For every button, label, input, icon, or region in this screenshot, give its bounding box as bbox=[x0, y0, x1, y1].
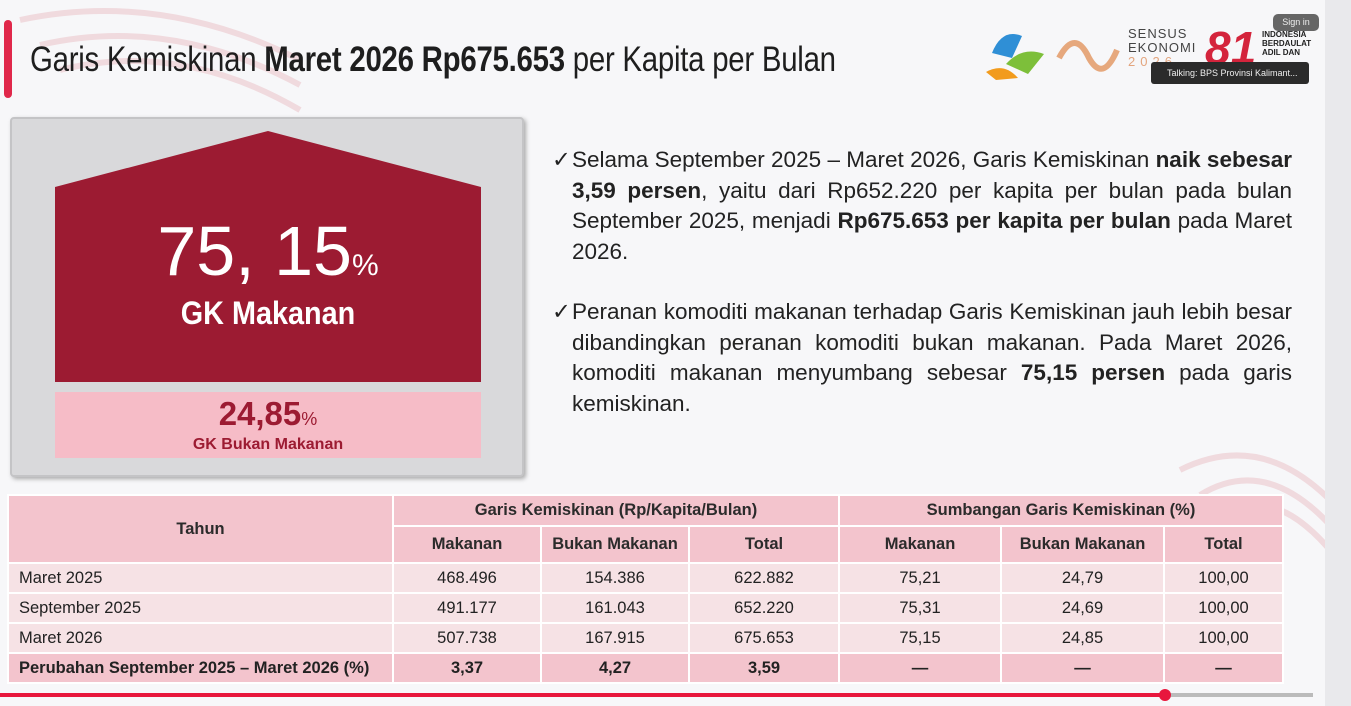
text-segment: 75,15 persen bbox=[1020, 360, 1166, 385]
table-cell: 24,79 bbox=[1000, 562, 1165, 594]
anniversary-logo: INDONESIA BERDAULAT ADIL DAN bbox=[1262, 30, 1311, 57]
bullet-text: Peranan komoditi makanan terhadap Garis … bbox=[572, 297, 1292, 419]
title-segment: Garis Kemiskinan bbox=[30, 40, 265, 79]
sensus-logo: SENSUS EKONOMI 2026 bbox=[1128, 27, 1196, 69]
table-cell: 154.386 bbox=[540, 562, 690, 594]
title-segment: per Kapita per Bulan bbox=[564, 40, 836, 79]
sign-in-button[interactable]: Sign in bbox=[1273, 14, 1319, 31]
header-cell: Sumbangan Garis Kemiskinan (%) bbox=[838, 494, 1284, 527]
table-cell: Maret 2026 bbox=[7, 622, 394, 654]
progress-rest bbox=[1165, 693, 1313, 697]
table-row: Maret 2025 468.496 154.386 622.882 75,21 24,7… bbox=[7, 562, 1284, 594]
table-cell: 24,85 bbox=[1000, 622, 1165, 654]
header-cell: Makanan bbox=[838, 524, 1002, 565]
text-segment: pada Maret 2026. bbox=[572, 208, 1292, 264]
progress-played bbox=[0, 693, 1165, 697]
table-row: September 2025 491.177 161.043 652.220 75,31… bbox=[7, 592, 1284, 624]
bullet: ✓ Selama September 2025 – Maret 2026, Gar… bbox=[552, 145, 1292, 267]
bullet-marker: ✓ bbox=[552, 147, 571, 172]
main-label: GK Makanan bbox=[180, 295, 356, 331]
header-row: Makanan Bukan Makanan Total Makanan Bukan Ma… bbox=[8, 524, 1284, 565]
header-cell: Bukan Makanan bbox=[540, 524, 690, 565]
table-row: Maret 2026 507.738 167.915 675.653 75,15 24,8… bbox=[7, 622, 1284, 654]
data-table: Tahun Garis Kemiskinan (Rp/Kapita/Bulan)… bbox=[7, 494, 1284, 684]
side-panel bbox=[1325, 0, 1351, 706]
title-segment: Maret 2026 Rp675.653 bbox=[264, 40, 565, 79]
sub-value: 24,85 bbox=[218, 395, 302, 432]
slide-title: Garis Kemiskinan Maret 2026 Rp675.653 pe… bbox=[30, 40, 836, 80]
logo-text: ADIL DAN bbox=[1262, 48, 1301, 57]
table-cell: 507.738 bbox=[392, 622, 542, 654]
logo-text: SENSUS bbox=[1128, 26, 1188, 41]
header-cell: Makanan bbox=[392, 524, 542, 565]
table-cell: 652.220 bbox=[688, 592, 840, 624]
table-cell: 161.043 bbox=[540, 592, 690, 624]
table-cell: 167.915 bbox=[540, 622, 690, 654]
sub-unit: % bbox=[301, 409, 318, 429]
text-segment: pada garis kemiskinan. bbox=[572, 360, 1292, 416]
table-cell: 24,69 bbox=[1000, 592, 1165, 624]
table-cell: September 2025 bbox=[7, 592, 394, 624]
table-cell: — bbox=[1163, 652, 1284, 684]
talking-indicator: Talking: BPS Provinsi Kalimant... bbox=[1151, 62, 1309, 84]
text-segment: naik sebesar 3,59 persen bbox=[572, 147, 1292, 203]
header-cell: Garis Kemiskinan (Rp/Kapita/Bulan) bbox=[392, 494, 840, 527]
table-cell: 3,37 bbox=[392, 652, 542, 684]
text-segment: Selama September 2025 – Maret 2026, Gari… bbox=[572, 147, 1156, 172]
main-unit: % bbox=[351, 249, 379, 282]
table-cell: Perubahan September 2025 – Maret 2026 (%… bbox=[7, 652, 394, 684]
table-cell: 100,00 bbox=[1163, 562, 1284, 594]
bullet-text: Selama September 2025 – Maret 2026, Gari… bbox=[572, 145, 1292, 267]
main-value-line: 75, 15% bbox=[55, 211, 481, 291]
table-cell: 4,27 bbox=[540, 652, 690, 684]
bullet-marker: ✓ bbox=[552, 299, 571, 324]
logo-text: INDONESIA bbox=[1262, 30, 1307, 39]
table-cell: 100,00 bbox=[1163, 592, 1284, 624]
logo-text: BERDAULAT bbox=[1262, 39, 1312, 48]
table-cell: 75,31 bbox=[838, 592, 1002, 624]
table-cell: — bbox=[838, 652, 1002, 684]
table-cell: 468.496 bbox=[392, 562, 542, 594]
table-cell: 75,15 bbox=[838, 622, 1002, 654]
summary-card: 75, 15% GK Makanan 24,85% GK Bukan Makan… bbox=[10, 117, 524, 477]
table-body: Tahun Garis Kemiskinan (Rp/Kapita/Bulan)… bbox=[7, 494, 1284, 684]
progress-handle[interactable] bbox=[1159, 689, 1171, 701]
text-segment: Rp675.653 per kapita per bulan bbox=[837, 208, 1171, 233]
header-cell: Total bbox=[688, 524, 840, 565]
table-row: Perubahan September 2025 – Maret 2026 (%… bbox=[7, 652, 1284, 684]
text-segment: , yaitu dari Rp652.220 per kapita per bu… bbox=[572, 177, 1292, 234]
text-segment: Peranan komoditi makanan terhadap Garis … bbox=[572, 299, 1292, 385]
table-cell: 675.653 bbox=[688, 622, 840, 654]
bullet: ✓ Peranan komoditi makanan terhadap Garis… bbox=[552, 297, 1292, 419]
sub-label: GK Bukan Makanan bbox=[192, 436, 344, 453]
bullet-list: ✓ Selama September 2025 – Maret 2026, Gar… bbox=[552, 145, 1292, 449]
card-shapes bbox=[55, 131, 481, 458]
main-value: 75, 15 bbox=[157, 212, 352, 290]
header-cell: Tahun bbox=[7, 494, 394, 564]
header-row: Tahun Garis Kemiskinan (Rp/Kapita/Bulan)… bbox=[7, 494, 1284, 564]
table-cell: 622.882 bbox=[688, 562, 840, 594]
table-cell: Maret 2025 bbox=[7, 562, 394, 594]
logo-text: EKONOMI bbox=[1128, 40, 1197, 55]
sub-value-line: 24,85% bbox=[55, 395, 481, 433]
header-cell: Total bbox=[1163, 524, 1284, 565]
table-cell: 491.177 bbox=[392, 592, 542, 624]
table-cell: 100,00 bbox=[1163, 622, 1284, 654]
table-cell: 3,59 bbox=[688, 652, 840, 684]
header-cell: Bukan Makanan bbox=[1000, 524, 1165, 565]
table-cell: — bbox=[1000, 652, 1165, 684]
table-cell: 75,21 bbox=[838, 562, 1002, 594]
